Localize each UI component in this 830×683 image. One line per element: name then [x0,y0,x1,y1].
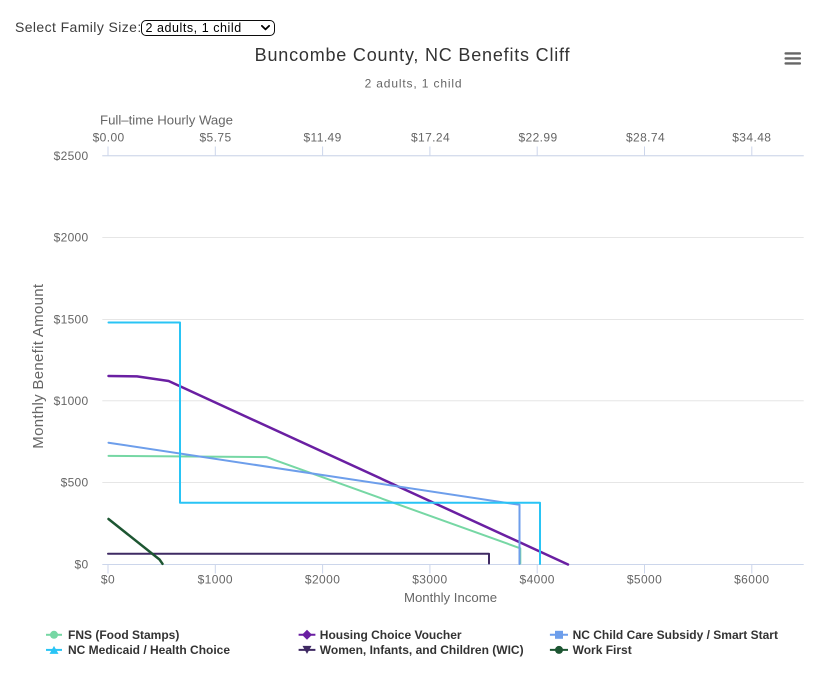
svg-text:$28.74: $28.74 [626,131,665,145]
svg-text:Women, Infants, and Children (: Women, Infants, and Children (WIC) [320,643,524,657]
svg-text:$1000: $1000 [54,394,89,408]
svg-text:$11.49: $11.49 [303,131,341,145]
svg-text:Buncombe County, NC Benefits C: Buncombe County, NC Benefits Cliff [255,45,571,65]
svg-text:2 adults, 1 child: 2 adults, 1 child [365,77,463,91]
svg-text:$1500: $1500 [54,313,89,327]
svg-text:$2000: $2000 [54,231,89,245]
svg-text:Work First: Work First [573,643,632,657]
svg-text:$22.99: $22.99 [518,131,557,145]
svg-text:$0: $0 [75,558,89,572]
svg-text:$1000: $1000 [198,573,233,587]
svg-text:Monthly Benefit Amount: Monthly Benefit Amount [30,283,47,449]
svg-text:$5.75: $5.75 [199,131,231,145]
svg-text:$6000: $6000 [734,573,769,587]
svg-text:$34.48: $34.48 [732,131,771,145]
svg-text:$0: $0 [101,573,115,587]
svg-text:$0.00: $0.00 [93,131,125,145]
svg-text:$17.24: $17.24 [411,131,450,145]
svg-text:NC Child Care Subsidy / Smart: NC Child Care Subsidy / Smart Start [573,628,778,642]
svg-text:$4000: $4000 [520,573,555,587]
svg-text:$2000: $2000 [305,573,340,587]
svg-text:FNS (Food Stamps): FNS (Food Stamps) [68,628,179,642]
svg-text:$5000: $5000 [627,573,662,587]
svg-text:NC Medicaid / Health Choice: NC Medicaid / Health Choice [68,643,230,657]
svg-text:$3000: $3000 [412,573,447,587]
svg-text:$500: $500 [61,476,89,490]
svg-text:Monthly Income: Monthly Income [404,590,497,605]
svg-text:Housing Choice Voucher: Housing Choice Voucher [320,628,462,642]
svg-text:Full–time Hourly Wage: Full–time Hourly Wage [100,112,233,127]
svg-text:$2500: $2500 [54,149,89,163]
